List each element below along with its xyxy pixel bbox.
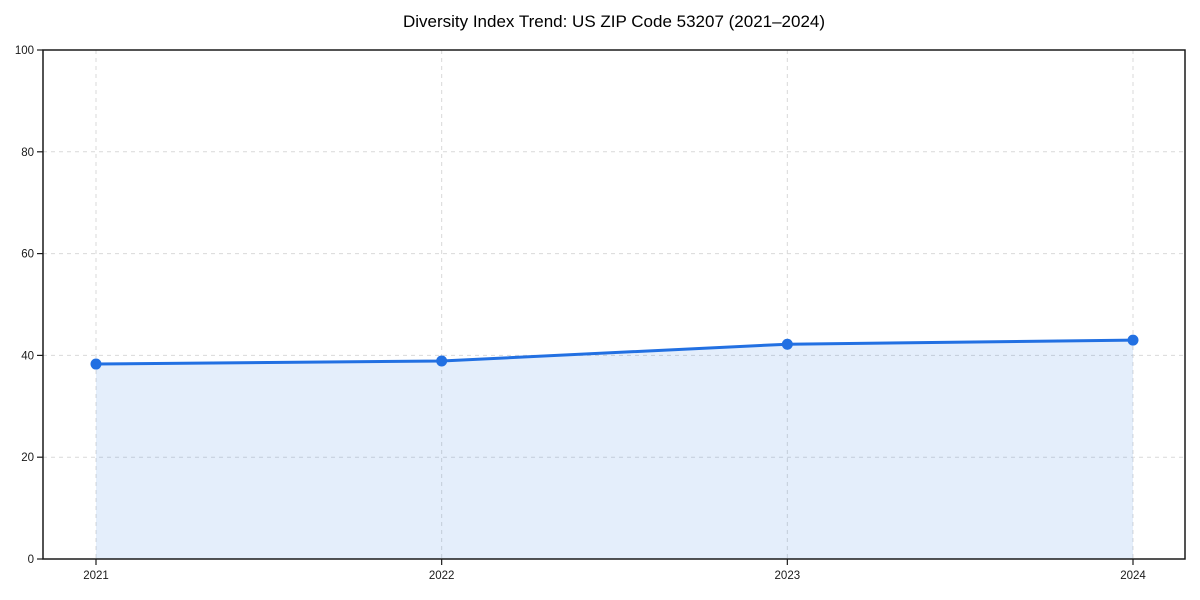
x-tick-label: 2024 xyxy=(1120,570,1146,582)
y-tick-label: 80 xyxy=(21,147,34,159)
y-tick-label: 60 xyxy=(21,249,34,261)
area-fill xyxy=(96,340,1133,559)
y-tick-label: 100 xyxy=(15,45,34,57)
y-tick-label: 40 xyxy=(21,350,34,362)
data-point-marker xyxy=(1127,334,1139,346)
x-tick-label: 2021 xyxy=(83,570,109,582)
data-point-marker xyxy=(436,355,448,367)
data-point-marker xyxy=(90,358,102,370)
trend-line xyxy=(94,338,1135,366)
chart-title: Diversity Index Trend: US ZIP Code 53207… xyxy=(402,12,826,31)
x-tick-label: 2022 xyxy=(429,570,455,582)
y-tick-label: 0 xyxy=(28,554,34,566)
plot-border xyxy=(42,49,1186,560)
y-tick-label: 20 xyxy=(21,452,34,464)
x-tick-label: 2023 xyxy=(775,570,801,582)
data-point-marker xyxy=(781,338,793,350)
